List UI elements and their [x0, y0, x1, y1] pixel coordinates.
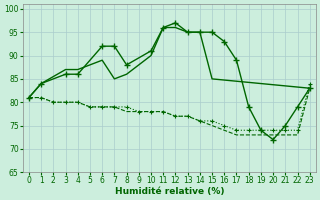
X-axis label: Humidité relative (%): Humidité relative (%) [115, 187, 224, 196]
